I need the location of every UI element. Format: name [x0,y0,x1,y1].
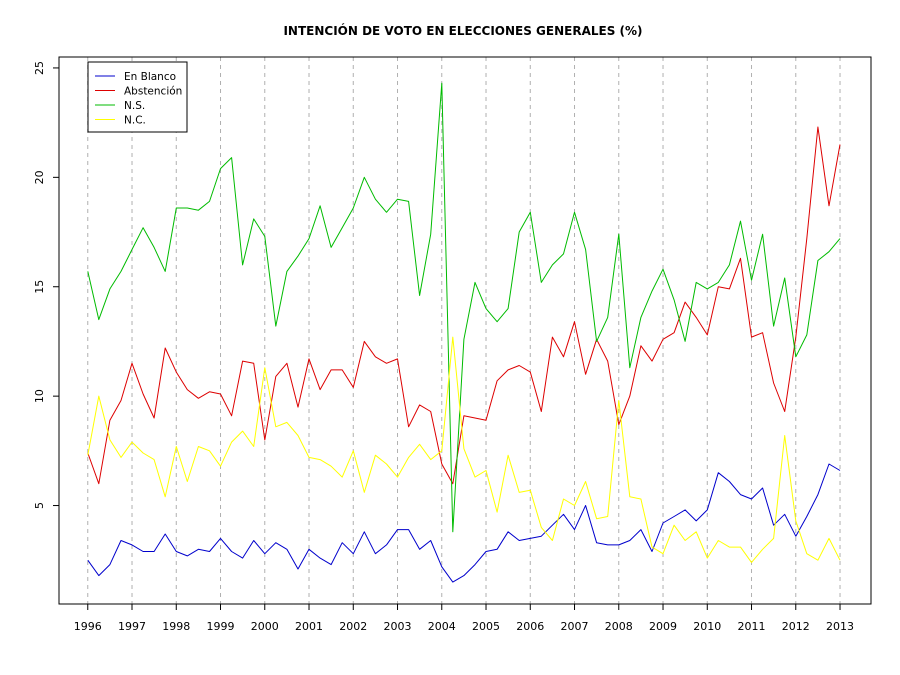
x-tick-label-2013: 2013 [826,620,854,633]
x-tick-label-2004: 2004 [428,620,456,633]
x-tick-label-2008: 2008 [605,620,633,633]
y-tick-label-10: 10 [33,389,46,403]
x-tick-label-2006: 2006 [516,620,544,633]
x-tick-label-1996: 1996 [74,620,102,633]
chart-title: INTENCIÓN DE VOTO EN ELECCIONES GENERALE… [283,23,642,38]
x-tick-label-2009: 2009 [649,620,677,633]
series-line-2 [87,82,841,533]
y-tick-label-5: 5 [33,502,46,509]
x-tick-label-2012: 2012 [782,620,810,633]
x-tick-label-2010: 2010 [693,620,721,633]
legend-label-0: En Blanco [124,71,176,83]
legend-label-1: Abstención [124,86,182,98]
x-tick-label-1997: 1997 [118,620,146,633]
x-tick-label-2000: 2000 [251,620,279,633]
series-line-1 [87,126,841,485]
series-line-3 [87,336,841,563]
legend-label-3: N.C. [124,115,146,127]
x-tick-label-2011: 2011 [738,620,766,633]
x-tick-label-1998: 1998 [162,620,190,633]
legend-box [87,61,188,133]
x-tick-label-2005: 2005 [472,620,500,633]
plot-frame [58,56,872,605]
x-tick-label-2001: 2001 [295,620,323,633]
x-tick-label-2003: 2003 [384,620,412,633]
series-lines [87,82,841,583]
y-tick-label-25: 25 [33,61,46,75]
x-tick-label-2007: 2007 [561,620,589,633]
legend: En Blanco Abstención N.S. N.C. [87,61,188,133]
y-tick-label-20: 20 [33,170,46,184]
x-tick-label-2002: 2002 [339,620,367,633]
grid-lines [87,57,841,604]
x-tick-label-1999: 1999 [207,620,235,633]
y-tick-label-15: 15 [33,280,46,294]
x-axis: 1996 1997 1998 1999 2000 2001 2002 2003 2004 2005… [74,604,854,633]
legend-label-2: N.S. [124,100,145,112]
y-axis: 5 10 15 20 25 [33,61,59,509]
series-line-0 [87,463,841,583]
